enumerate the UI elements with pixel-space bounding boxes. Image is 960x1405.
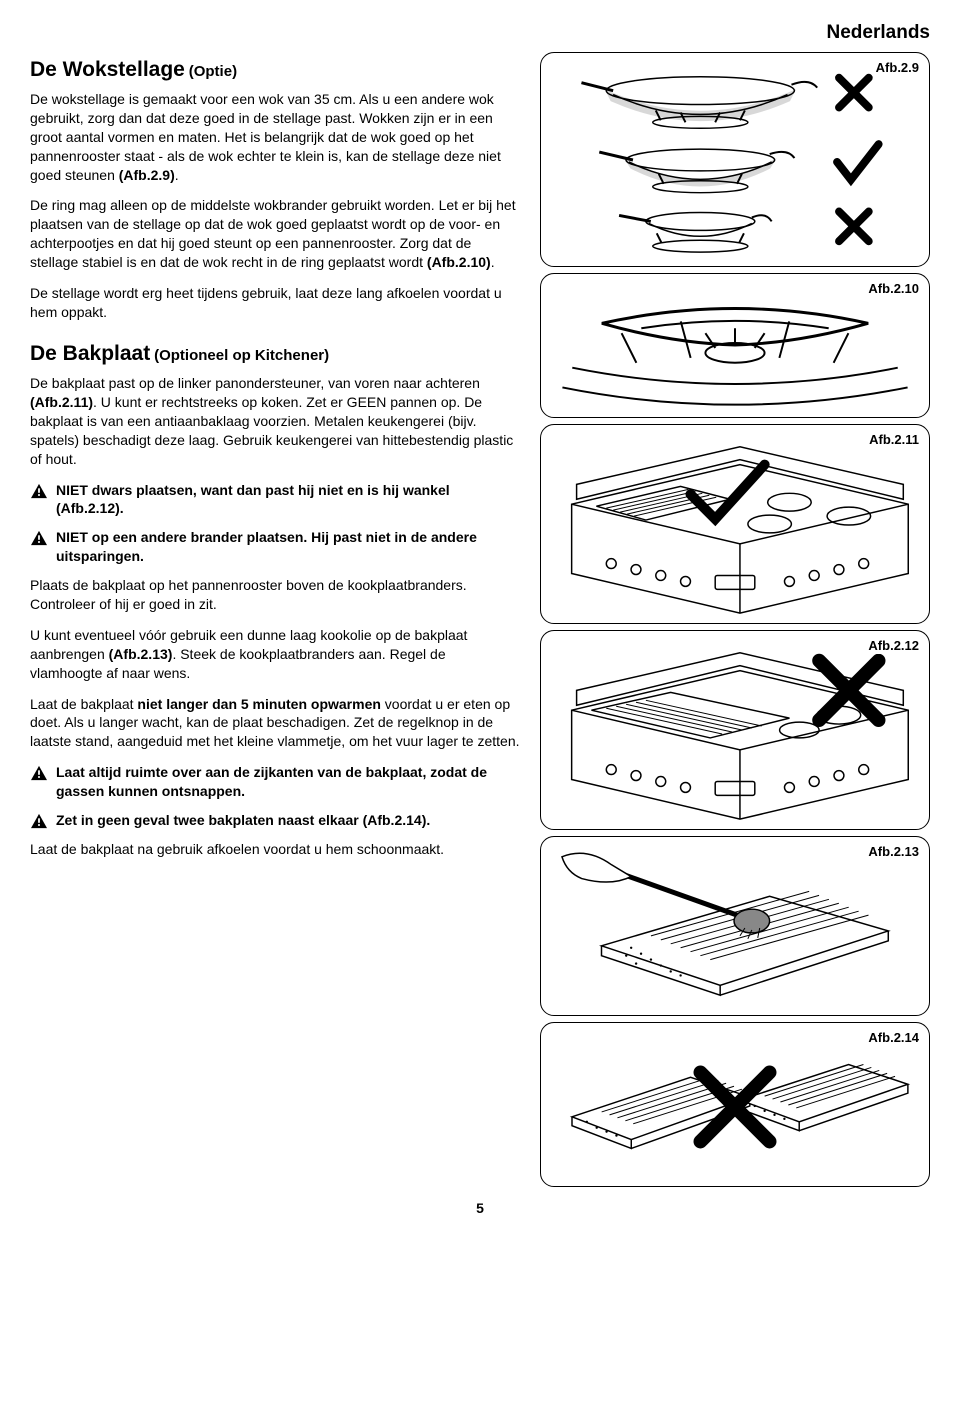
figure-2-12-label: Afb.2.12 [866, 637, 921, 655]
warning-icon [30, 813, 48, 829]
warning-2-text: NIET op een andere brander plaatsen. Hij… [56, 528, 520, 566]
section2-p4-a: Laat de bakplaat [30, 696, 137, 712]
section1-p1-c: . [175, 167, 179, 183]
section1-p1-b: (Afb.2.9) [119, 167, 175, 183]
section1-p1-a: De wokstellage is gemaakt voor een wok v… [30, 91, 501, 183]
figure-2-14: Afb.2.14 [540, 1022, 930, 1187]
warning-3-text: Laat altijd ruimte over aan de zijkanten… [56, 763, 520, 801]
section2-p1: De bakplaat past op de linker panonderst… [30, 374, 520, 468]
figure-2-12: Afb.2.12 [540, 630, 930, 830]
section1-title: De Wokstellage [30, 58, 185, 81]
figure-2-13-label: Afb.2.13 [866, 843, 921, 861]
section2-subtitle: (Optioneel op Kitchener) [154, 347, 329, 364]
warning-2: NIET op een andere brander plaatsen. Hij… [30, 528, 520, 566]
section1-p2-c: . [491, 254, 495, 270]
page-number: 5 [30, 1199, 930, 1218]
section1-p2: De ring mag alleen op de middelste wokbr… [30, 196, 520, 272]
section1-p1: De wokstellage is gemaakt voor een wok v… [30, 90, 520, 184]
section2-p4: Laat de bakplaat niet langer dan 5 minut… [30, 695, 520, 752]
section2-p3: U kunt eventueel vóór gebruik een dunne … [30, 626, 520, 683]
figure-2-14-label: Afb.2.14 [866, 1029, 921, 1047]
section2-p1-a: De bakplaat past op de linker panonderst… [30, 375, 480, 391]
warning-icon [30, 530, 48, 546]
figure-2-11-label: Afb.2.11 [867, 431, 921, 449]
language-header: Nederlands [30, 20, 930, 46]
section2-heading: De Bakplaat (Optioneel op Kitchener) [30, 340, 520, 368]
section1-subtitle: (Optie) [189, 63, 237, 80]
warning-4-text: Zet in geen geval twee bakplaten naast e… [56, 811, 520, 830]
warning-1-text: NIET dwars plaatsen, want dan past hij n… [56, 481, 520, 519]
figure-2-10: Afb.2.10 [540, 273, 930, 418]
page-columns: De Wokstellage (Optie) De wokstellage is… [30, 52, 930, 1187]
figure-2-9-label: Afb.2.9 [874, 59, 921, 77]
section2-p5: Laat de bakplaat na gebruik afkoelen voo… [30, 840, 520, 859]
warning-icon [30, 483, 48, 499]
figure-2-13: Afb.2.13 [540, 836, 930, 1016]
figure-2-11: Afb.2.11 [540, 424, 930, 624]
section2-p1-b: (Afb.2.11) [30, 394, 93, 410]
section1-heading: De Wokstellage (Optie) [30, 56, 520, 84]
figure-2-10-label: Afb.2.10 [866, 280, 921, 298]
warning-1: NIET dwars plaatsen, want dan past hij n… [30, 481, 520, 519]
section1-p2-b: (Afb.2.10) [427, 254, 491, 270]
section2-p1-c: . U kunt er rechtstreeks op koken. Zet e… [30, 394, 513, 467]
text-column: De Wokstellage (Optie) De wokstellage is… [30, 52, 520, 1187]
warning-icon [30, 765, 48, 781]
section2-p2: Plaats de bakplaat op het pannenrooster … [30, 576, 520, 614]
section1-p3: De stellage wordt erg heet tijdens gebru… [30, 284, 520, 322]
warning-4: Zet in geen geval twee bakplaten naast e… [30, 811, 520, 830]
figure-2-9: Afb.2.9 [540, 52, 930, 267]
section2-p3-b: (Afb.2.13) [109, 646, 173, 662]
section2-p4-b: niet langer dan 5 minuten opwarmen [137, 696, 380, 712]
warning-3: Laat altijd ruimte over aan de zijkanten… [30, 763, 520, 801]
figure-column: Afb.2.9 [540, 52, 930, 1187]
section2-title: De Bakplaat [30, 342, 150, 365]
